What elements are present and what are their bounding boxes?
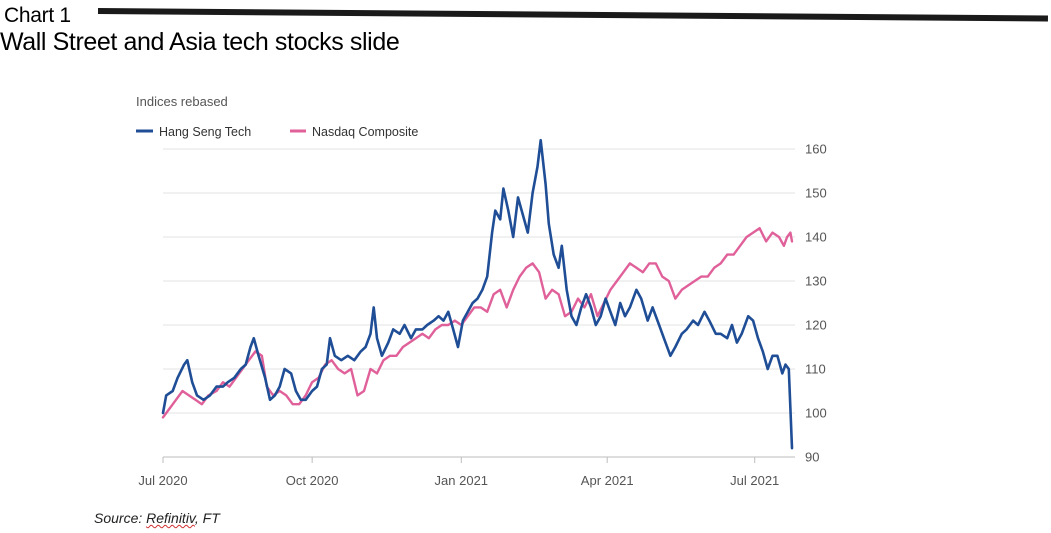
x-tick-label: Oct 2020 <box>286 473 339 488</box>
y-tick-label: 140 <box>805 230 827 245</box>
x-tick-labels: Jul 2020 Oct 2020 Jan 2021 Apr 2021 Jul 2021 <box>138 473 779 488</box>
series-lines <box>161 138 794 450</box>
y-tick-labels: 90 100 110 120 130 140 150 160 <box>805 142 827 465</box>
x-tick-label: Apr 2021 <box>581 473 634 488</box>
source-name: Refinitiv <box>146 510 195 526</box>
y-tick-label: 110 <box>805 362 826 377</box>
y-tick-label: 160 <box>805 142 827 157</box>
y-tick-label: 130 <box>805 274 827 289</box>
legend-label-hang-seng: Hang Seng Tech <box>159 125 251 139</box>
source-prefix: Source: <box>94 510 147 526</box>
chart-subtitle: Indices rebased <box>136 94 228 109</box>
series-line-hang-seng-tech <box>161 138 794 450</box>
x-tick-label: Jul 2021 <box>730 473 779 488</box>
y-tick-label: 90 <box>805 450 819 465</box>
x-tick-label: Jul 2020 <box>138 473 187 488</box>
y-tick-label: 100 <box>805 406 827 421</box>
series-line-nasdaq-composite <box>161 227 794 419</box>
chart-headline: Wall Street and Asia tech stocks slide <box>0 28 400 56</box>
gridlines <box>162 148 795 463</box>
legend: Hang Seng Tech Nasdaq Composite <box>136 125 418 139</box>
chart-number-label: Chart 1 <box>4 4 71 27</box>
y-tick-label: 120 <box>805 318 827 333</box>
source-suffix: , FT <box>194 510 220 526</box>
legend-label-nasdaq: Nasdaq Composite <box>312 125 418 139</box>
x-tick-label: Jan 2021 <box>435 473 489 488</box>
y-tick-label: 150 <box>805 186 827 201</box>
source-note: Source: Refinitiv, FT <box>94 510 220 526</box>
